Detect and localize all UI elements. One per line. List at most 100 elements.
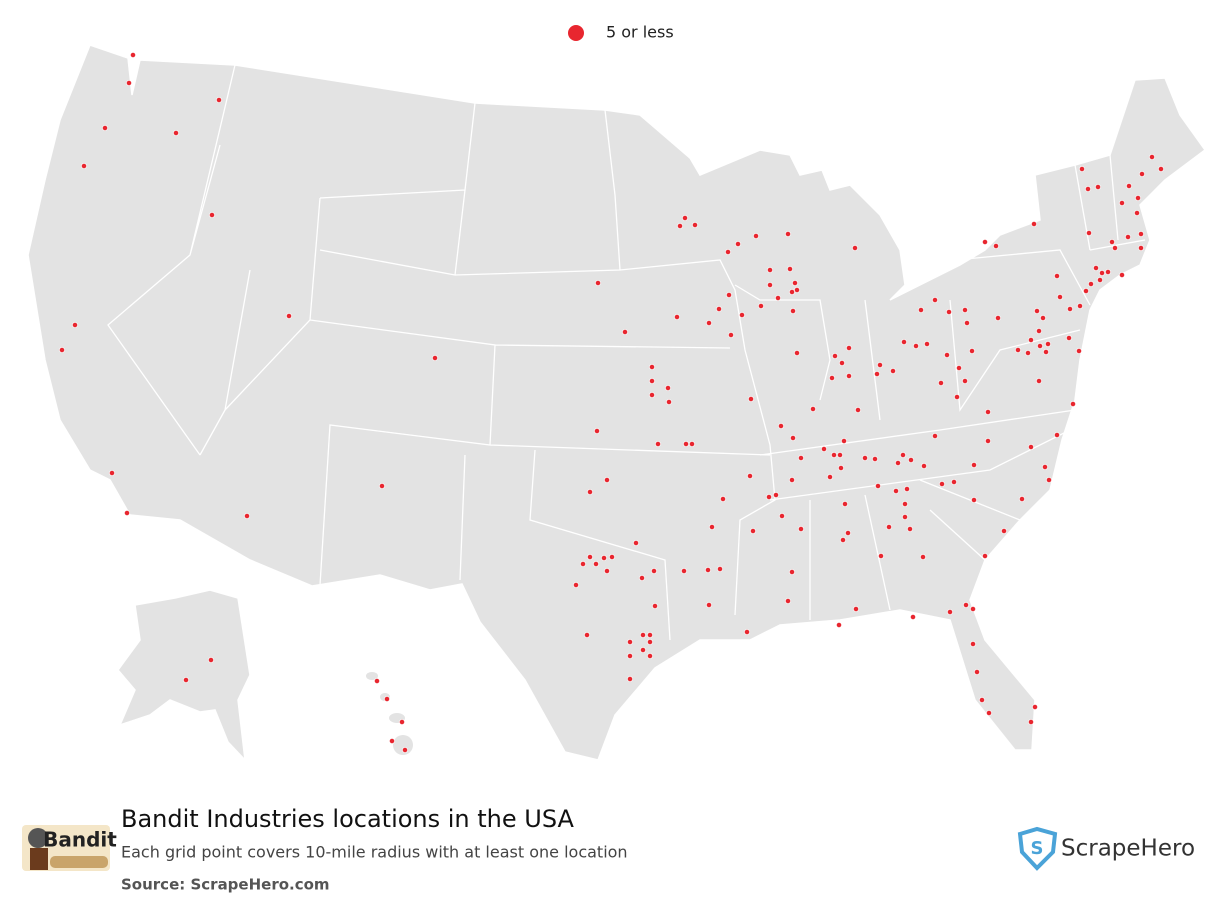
- location-dot: [862, 455, 868, 461]
- location-dot: [924, 341, 930, 347]
- location-dot: [845, 530, 851, 536]
- location-dot: [920, 554, 926, 560]
- location-dot: [744, 629, 750, 635]
- location-dot: [789, 289, 795, 295]
- location-dot: [956, 365, 962, 371]
- location-dot: [622, 329, 628, 335]
- location-dot: [831, 452, 837, 458]
- location-dot: [790, 435, 796, 441]
- bandit-logo: Bandit: [22, 825, 117, 871]
- location-dot: [1149, 154, 1155, 160]
- location-dot: [798, 526, 804, 532]
- location-dot: [827, 474, 833, 480]
- svg-text:S: S: [1031, 838, 1044, 859]
- location-dot: [979, 697, 985, 703]
- location-dot: [647, 632, 653, 638]
- legend-marker: [568, 25, 584, 41]
- location-dot: [918, 307, 924, 313]
- location-dot: [1028, 719, 1034, 725]
- location-dot: [725, 249, 731, 255]
- location-dot: [798, 455, 804, 461]
- location-dot: [1066, 335, 1072, 341]
- location-dot: [627, 639, 633, 645]
- location-dot: [852, 245, 858, 251]
- location-dot: [970, 641, 976, 647]
- location-dot: [944, 352, 950, 358]
- location-dot: [1019, 496, 1025, 502]
- location-dot: [840, 537, 846, 543]
- location-dot: [208, 657, 214, 663]
- location-dot: [794, 350, 800, 356]
- location-dot: [1125, 234, 1131, 240]
- location-dot: [689, 441, 695, 447]
- state-borders: [107, 64, 1146, 641]
- location-dot: [649, 378, 655, 384]
- location-dot: [766, 494, 772, 500]
- location-dot: [986, 710, 992, 716]
- location-dot: [785, 231, 791, 237]
- location-dot: [789, 569, 795, 575]
- location-dot: [587, 554, 593, 560]
- location-dot: [963, 602, 969, 608]
- location-dot: [1134, 210, 1140, 216]
- location-dot: [853, 606, 859, 612]
- location-dot: [666, 399, 672, 405]
- location-dot: [1015, 347, 1021, 353]
- location-dot: [594, 428, 600, 434]
- location-dot: [1057, 294, 1063, 300]
- location-dot: [846, 345, 852, 351]
- location-dot: [1093, 265, 1099, 271]
- location-dot: [837, 452, 843, 458]
- location-dot: [785, 598, 791, 604]
- location-dot: [640, 632, 646, 638]
- location-dot: [374, 678, 380, 684]
- legend-label: 5 or less: [606, 23, 674, 42]
- location-dot: [878, 553, 884, 559]
- location-dot: [1138, 231, 1144, 237]
- location-dot: [674, 314, 680, 320]
- location-dot: [995, 315, 1001, 321]
- location-dot: [890, 368, 896, 374]
- location-dot: [573, 582, 579, 588]
- location-dot: [773, 492, 779, 498]
- location-dot: [872, 456, 878, 462]
- location-dot: [72, 322, 78, 328]
- location-dot: [985, 409, 991, 415]
- location-dot: [706, 602, 712, 608]
- location-dot: [1067, 306, 1073, 312]
- location-dot: [1031, 221, 1037, 227]
- location-dot: [838, 465, 844, 471]
- location-dot: [1079, 166, 1085, 172]
- location-dot: [716, 306, 722, 312]
- location-dot: [779, 513, 785, 519]
- location-dot: [1054, 432, 1060, 438]
- location-dot: [683, 441, 689, 447]
- location-dot: [81, 163, 87, 169]
- location-dot: [609, 554, 615, 560]
- location-dot: [647, 639, 653, 645]
- location-dot: [908, 457, 914, 463]
- title: Bandit Industries locations in the USA: [121, 805, 575, 833]
- location-dot: [790, 308, 796, 314]
- location-dot: [1028, 337, 1034, 343]
- location-dot: [647, 653, 653, 659]
- basemap: [27, 44, 1207, 763]
- location-dot: [964, 320, 970, 326]
- location-dot: [792, 280, 798, 286]
- location-dot: [910, 614, 916, 620]
- location-dot: [1112, 245, 1118, 251]
- location-dot: [384, 696, 390, 702]
- location-dot: [627, 653, 633, 659]
- location-dot: [130, 52, 136, 58]
- location-dot: [886, 524, 892, 530]
- location-dot: [1025, 350, 1031, 356]
- location-dot: [102, 125, 108, 131]
- location-dot: [767, 267, 773, 273]
- location-dot: [1070, 401, 1076, 407]
- location-dot: [1138, 245, 1144, 251]
- location-dot: [286, 313, 292, 319]
- location-dot: [665, 385, 671, 391]
- location-dot: [1036, 378, 1042, 384]
- location-dot: [183, 677, 189, 683]
- location-dot: [706, 320, 712, 326]
